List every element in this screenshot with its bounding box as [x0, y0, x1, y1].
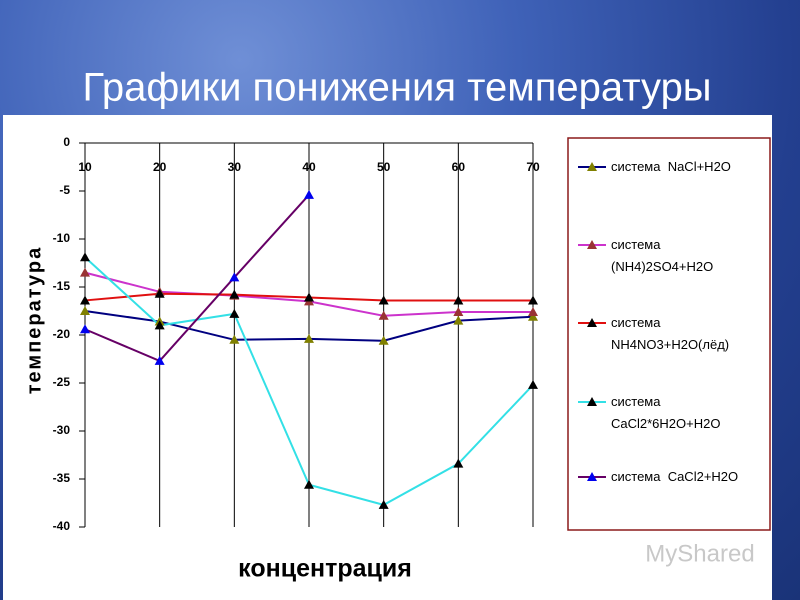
legend-marker	[587, 162, 597, 171]
y-tick-label: -20	[53, 327, 71, 341]
y-tick-label: -15	[53, 279, 71, 293]
legend-marker	[587, 472, 597, 481]
x-tick-label: 20	[153, 160, 167, 174]
point-marker	[80, 306, 90, 315]
y-tick-label: -25	[53, 375, 71, 389]
y-tick-label: -40	[53, 519, 71, 533]
y-tick-label: -30	[53, 423, 71, 437]
point-marker	[229, 308, 240, 318]
point-marker	[229, 289, 240, 299]
legend-marker	[587, 240, 597, 249]
point-marker	[80, 252, 90, 262]
point-marker	[378, 499, 389, 509]
point-marker	[154, 320, 165, 330]
point-marker	[453, 458, 464, 468]
watermark: MyShared	[645, 540, 754, 567]
point-marker	[528, 295, 538, 305]
point-marker	[80, 295, 90, 305]
x-axis-label: концентрация	[238, 555, 412, 583]
point-marker	[528, 311, 538, 321]
series-line	[84, 194, 310, 363]
point-marker	[154, 355, 165, 365]
point-marker	[80, 267, 90, 277]
x-tick-label: 30	[228, 160, 242, 174]
point-marker	[378, 310, 389, 320]
point-marker	[453, 295, 464, 305]
point-marker	[378, 295, 389, 305]
point-marker	[304, 292, 314, 302]
point-marker	[154, 288, 165, 298]
legend-marker	[587, 318, 597, 327]
legend-label: система (NH4)2SO4+H2O	[611, 237, 714, 274]
point-marker	[528, 379, 538, 389]
point-marker	[378, 335, 389, 345]
y-axis-label: температура	[23, 246, 45, 394]
x-tick-label: 60	[452, 160, 466, 174]
point-marker	[229, 272, 240, 282]
x-tick-label: 40	[302, 160, 316, 174]
point-marker	[528, 306, 538, 316]
point-marker	[304, 333, 314, 343]
point-marker	[453, 315, 464, 325]
x-tick-label: 50	[377, 160, 391, 174]
slide-title: Графики понижения температуры	[82, 66, 711, 110]
point-marker	[80, 324, 90, 334]
point-marker	[304, 479, 314, 489]
y-tick-label: -35	[53, 471, 71, 485]
point-marker	[229, 334, 240, 344]
legend-marker	[587, 397, 597, 406]
legend-box	[567, 137, 771, 531]
legend-label: система CaCl2*6H2O+H2O	[611, 394, 721, 431]
legend-label: система NH4NO3+H2O(лёд)	[611, 315, 730, 352]
y-tick-label: -10	[53, 231, 71, 245]
chart-panel	[3, 115, 772, 600]
y-tick-label: 0	[63, 135, 70, 149]
point-marker	[453, 306, 464, 316]
x-tick-label: 70	[526, 160, 540, 174]
legend-label: система CaCl2+H2O	[611, 469, 739, 484]
legend-label: система NaCl+H2O	[611, 159, 731, 174]
point-marker	[304, 189, 314, 199]
y-tick-label: -5	[59, 183, 70, 197]
